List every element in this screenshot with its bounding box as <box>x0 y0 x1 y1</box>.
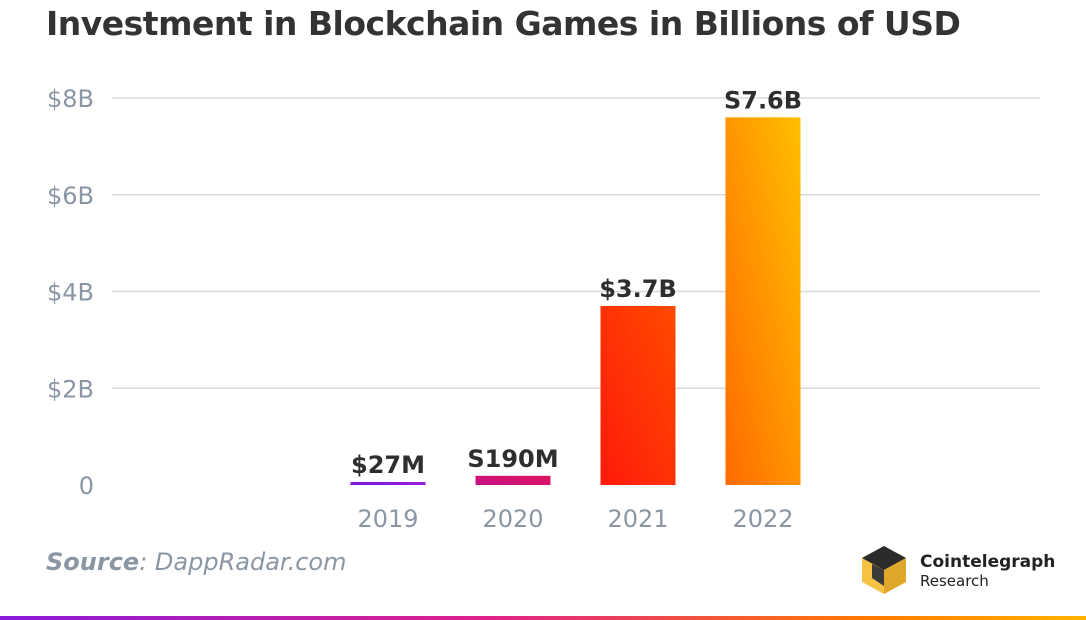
cointelegraph-logo-icon <box>862 546 906 594</box>
bottom-gradient-bar <box>0 616 1086 620</box>
chart-title: Investment in Blockchain Games in Billio… <box>46 4 961 43</box>
x-tick-label: 2022 <box>732 505 793 533</box>
y-tick-label: $4B <box>47 279 94 307</box>
y-tick-label: $8B <box>47 85 94 113</box>
bars <box>350 117 801 485</box>
y-tick-label: $2B <box>47 375 94 403</box>
bar-2020 <box>475 475 551 485</box>
y-tick-label: $6B <box>47 182 94 210</box>
bar-chart: 0 $2B $4B $6B $8B 2019 2020 2021 2022 $27M S190M… <box>47 85 1040 533</box>
x-axis-ticks: 2019 2020 2021 2022 <box>357 505 793 533</box>
x-tick-label: 2021 <box>607 505 668 533</box>
cointelegraph-brand: Cointelegraph Research <box>858 544 1058 598</box>
data-labels: $27M S190M $3.7B S7.6B <box>351 86 802 479</box>
source-text: : DappRadar.com <box>139 548 347 576</box>
source-label: Source <box>46 548 140 576</box>
data-label: S190M <box>467 445 558 473</box>
data-label: $27M <box>351 451 425 479</box>
x-tick-label: 2020 <box>482 505 543 533</box>
x-tick-label: 2019 <box>357 505 418 533</box>
bar-2019 <box>350 482 426 485</box>
brand-subtitle: Research <box>920 572 989 590</box>
data-label: S7.6B <box>724 86 802 114</box>
brand-name: Cointelegraph <box>920 552 1056 572</box>
data-label: $3.7B <box>599 275 677 303</box>
gridlines <box>112 97 1040 486</box>
source-note: Source: DappRadar.com <box>46 548 346 576</box>
bar-2022 <box>725 117 801 485</box>
bar-2021 <box>600 306 676 485</box>
y-axis-ticks: 0 $2B $4B $6B $8B <box>47 85 94 500</box>
y-tick-label: 0 <box>79 472 94 500</box>
